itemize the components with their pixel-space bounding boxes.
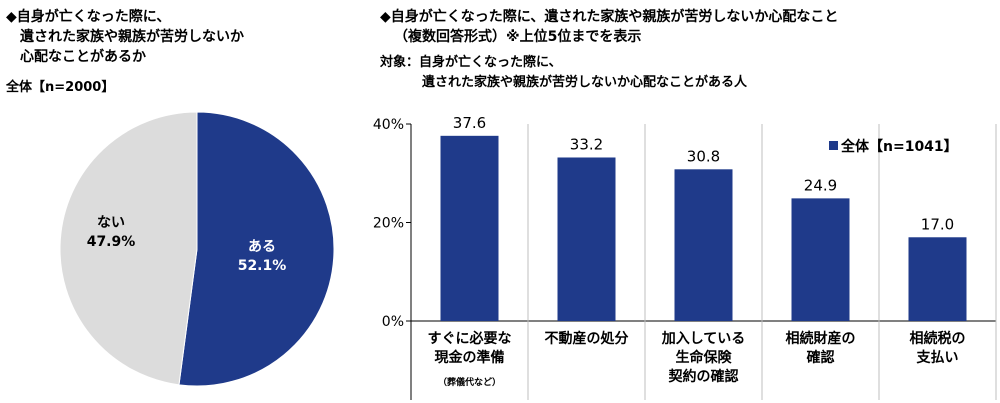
pie-slice-nai xyxy=(59,111,198,386)
pie-label-nai-name: ない xyxy=(97,215,125,231)
pie-label-nai-value: 47.9% xyxy=(86,234,136,250)
category-label: 現金の準備 xyxy=(435,349,505,366)
pie-title-line-1: ◆自身が亡くなった際に、 xyxy=(6,9,171,25)
y-tick-label: 0% xyxy=(382,314,404,330)
category-label: 加入している xyxy=(661,331,746,347)
bar xyxy=(557,157,616,321)
category-label: 契約の確認 xyxy=(668,368,739,385)
y-tick-label: 20% xyxy=(373,216,404,232)
category-label: 確認 xyxy=(807,349,835,366)
bar-target-line-2: 遺された家族や親族が苦労しないか心配なことがある人 xyxy=(422,75,748,90)
pie-title-line-3: 心配なことがあるか xyxy=(20,49,146,65)
pie-base-label: 全体【n=2000】 xyxy=(6,80,115,95)
legend-swatch xyxy=(829,141,838,150)
pie-chart xyxy=(59,111,335,387)
bar-target-line-1: 対象：自身が亡くなった際に、 xyxy=(380,55,562,70)
bar-value-label: 24.9 xyxy=(804,176,837,194)
pie-slice-aru xyxy=(178,111,335,387)
pie-title-line-2: 遺された家族や親族が苦労しないか xyxy=(20,29,244,45)
bar-title-line-1: ◆自身が亡くなった際に、遺された家族や親族が苦労しないか心配なこと xyxy=(380,9,839,25)
bar-value-label: 33.2 xyxy=(570,135,603,153)
category-label: 生命保険 xyxy=(676,349,733,366)
category-label: 不動産の処分 xyxy=(545,330,629,347)
pie-label-aru-value: 52.1% xyxy=(237,258,287,274)
bar xyxy=(674,169,733,321)
category-label: すぐに必要な xyxy=(428,330,512,347)
category-label: 支払い xyxy=(916,349,959,366)
bar-title-line-2: （複数回答形式）※上位5位までを表示 xyxy=(394,29,642,45)
category-label: 相続税の xyxy=(910,330,966,347)
bar xyxy=(908,237,967,321)
category-label: 相続財産の xyxy=(786,330,856,347)
legend-label: 全体【n=1041】 xyxy=(840,138,958,155)
category-label: （葬儀代など） xyxy=(438,376,501,388)
bar xyxy=(791,198,850,321)
pie-label-nai: ない 47.9% xyxy=(81,214,141,252)
bar-value-label: 30.8 xyxy=(687,147,720,165)
bar-value-label: 37.6 xyxy=(453,114,486,132)
bar xyxy=(440,135,499,321)
pie-label-aru: ある 52.1% xyxy=(232,238,292,276)
y-tick-label: 40% xyxy=(373,117,404,133)
pie-label-aru-name: ある xyxy=(248,239,276,255)
bar-value-label: 17.0 xyxy=(921,215,954,233)
